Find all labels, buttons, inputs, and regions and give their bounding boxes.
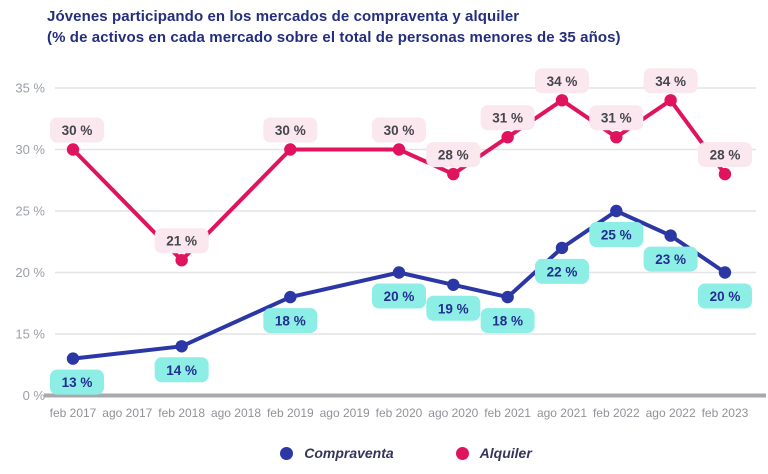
compraventa-data-point — [555, 241, 569, 255]
x-axis-tick-label: ago 2019 — [320, 406, 370, 420]
alquiler-value-label: 21 % — [166, 234, 197, 249]
compraventa-line — [72, 209, 727, 361]
compraventa-data-point — [718, 266, 732, 279]
compraventa-value-label: 14 % — [166, 363, 197, 378]
alquiler-value-label: 30 % — [384, 123, 415, 138]
title-block: Jóvenes participando en los mercados de … — [47, 6, 727, 48]
y-axis-tick-label: 35 % — [15, 81, 45, 96]
y-axis-tick-label: 25 % — [15, 204, 45, 219]
compraventa-value-label: 13 % — [62, 375, 93, 390]
alquiler-value-label: 28 % — [710, 148, 741, 163]
y-axis-tick-label: 30 % — [15, 142, 45, 157]
alquiler-value-badge — [589, 105, 644, 131]
compraventa-value-badge — [154, 357, 209, 383]
compraventa-data-point — [447, 278, 460, 291]
compraventa-value-label: 23 % — [655, 252, 686, 267]
alquiler-value-label: 31 % — [601, 111, 632, 126]
alquiler-data-point — [66, 143, 80, 156]
compraventa-value-label: 19 % — [438, 301, 469, 316]
alquiler-data-point — [555, 94, 569, 107]
compraventa-value-label: 20 % — [710, 289, 741, 304]
x-axis-tick-label: feb 2022 — [593, 406, 640, 420]
alquiler-value-label: 28 % — [438, 148, 469, 163]
compraventa-data-point — [392, 266, 406, 279]
x-axis-tick-label: feb 2017 — [50, 406, 97, 420]
compraventa-value-badge — [643, 246, 698, 272]
alquiler-value-badge — [263, 117, 318, 143]
alquiler-data-point — [447, 167, 460, 181]
x-axis-tick-label: feb 2018 — [158, 406, 205, 420]
alquiler-value-badge — [697, 142, 752, 168]
alquiler-data-point — [175, 254, 188, 267]
alquiler-value-label: 31 % — [492, 111, 523, 126]
y-axis-tick-label: 15 % — [15, 327, 45, 342]
alquiler-line — [71, 98, 727, 263]
legend-item-compraventa: Compraventa — [280, 445, 394, 461]
compraventa-value-label: 22 % — [547, 264, 578, 279]
legend-label-alquiler: Alquiler — [479, 445, 532, 461]
alquiler-value-badge — [50, 117, 104, 143]
alquiler-value-badge — [534, 68, 589, 94]
alquiler-value-badge — [154, 228, 209, 254]
x-axis-tick-label: ago 2022 — [646, 406, 696, 420]
compraventa-data-point — [610, 204, 623, 218]
alquiler-data-point — [392, 143, 406, 156]
alquiler-series-dot-icon — [455, 446, 469, 460]
compraventa-data-point — [175, 340, 188, 353]
alquiler-value-badge — [371, 117, 426, 143]
compraventa-value-badge — [50, 369, 104, 395]
alquiler-value-label: 34 % — [547, 74, 578, 89]
alquiler-data-point — [664, 94, 677, 107]
compraventa-value-badge — [371, 283, 426, 309]
alquiler-value-badge — [643, 68, 698, 94]
alquiler-data-point — [501, 131, 514, 144]
alquiler-value-label: 30 % — [62, 123, 93, 138]
alquiler-value-label: 30 % — [275, 123, 306, 138]
compraventa-value-badge — [534, 258, 589, 284]
compraventa-value-badge — [480, 308, 535, 334]
compraventa-value-badge — [263, 308, 318, 334]
chart-title: Jóvenes participando en los mercados de … — [47, 8, 520, 25]
alquiler-value-badge — [426, 142, 481, 168]
compraventa-data-point — [66, 352, 80, 365]
y-axis-tick-label: 20 % — [15, 265, 45, 280]
x-axis-tick-label: ago 2018 — [211, 406, 261, 420]
compraventa-value-label: 25 % — [601, 228, 632, 243]
alquiler-value-label: 34 % — [655, 74, 686, 89]
x-axis-tick-label: feb 2021 — [484, 406, 531, 420]
compraventa-value-badge — [426, 295, 481, 321]
alquiler-data-point — [284, 143, 297, 156]
x-axis-tick-label: ago 2021 — [537, 406, 587, 420]
compraventa-series-dot-icon — [280, 446, 294, 460]
alquiler-value-badge — [480, 105, 535, 131]
compraventa-value-label: 20 % — [384, 289, 415, 304]
x-axis-tick-label: feb 2020 — [376, 406, 423, 420]
compraventa-data-point — [284, 290, 297, 304]
x-axis-tick-label: ago 2020 — [428, 406, 478, 420]
x-axis-tick-label: ago 2017 — [102, 406, 152, 420]
chart-subtitle: (% de activos en cada mercado sobre el t… — [47, 29, 621, 46]
alquiler-data-point — [718, 167, 732, 181]
compraventa-value-label: 18 % — [492, 314, 523, 329]
x-axis-tick-label: feb 2023 — [702, 406, 749, 420]
x-axis-tick-label: feb 2019 — [267, 406, 314, 420]
compraventa-value-badge — [589, 222, 644, 247]
y-axis-tick-label: 0 % — [23, 388, 46, 403]
chart-legend: Compraventa Alquiler — [22, 438, 768, 468]
legend-item-alquiler: Alquiler — [455, 445, 532, 461]
legend-label-compraventa: Compraventa — [304, 445, 394, 461]
compraventa-value-badge — [697, 283, 752, 309]
compraventa-data-point — [501, 290, 514, 304]
compraventa-data-point — [664, 229, 677, 242]
compraventa-value-label: 18 % — [275, 314, 306, 329]
alquiler-data-point — [610, 131, 623, 144]
